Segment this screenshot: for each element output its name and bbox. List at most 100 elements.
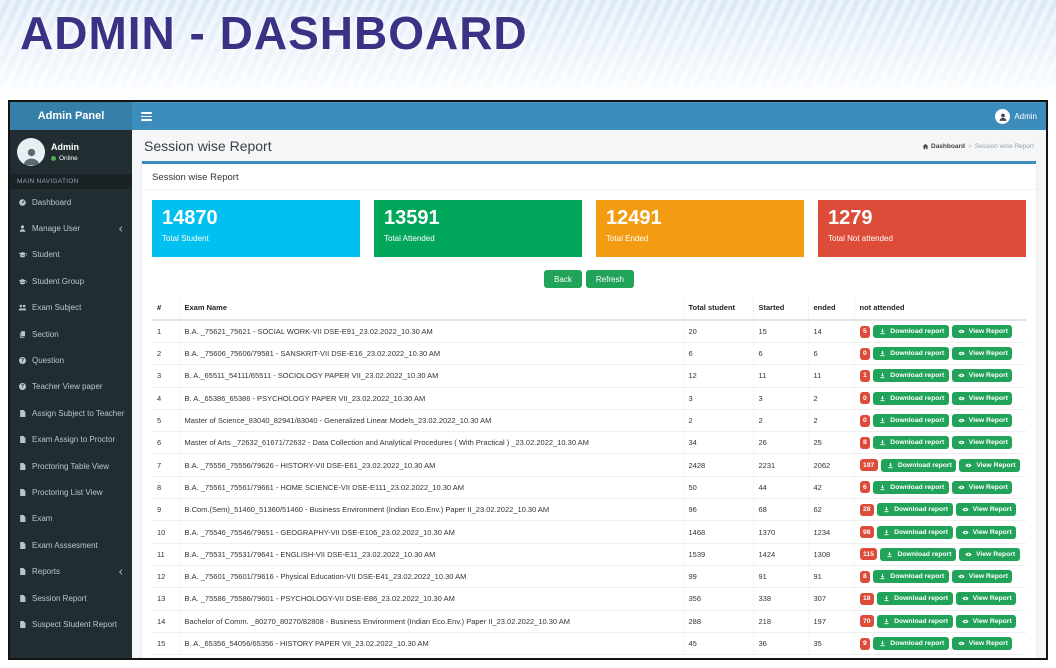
user-icon bbox=[17, 224, 27, 233]
download-report-button[interactable]: Download report bbox=[873, 369, 949, 383]
stat-card-total-attended: 13591 Total Attended bbox=[374, 200, 582, 257]
main-content: Session wise Report Dashboard > Session … bbox=[132, 130, 1046, 658]
download-icon bbox=[878, 573, 888, 580]
home-icon bbox=[922, 143, 929, 149]
view-report-button[interactable]: View Report bbox=[955, 592, 1017, 606]
eye-icon bbox=[956, 484, 966, 491]
action-buttons: Back Refresh bbox=[142, 265, 1036, 296]
table-row: 11 B.A. _75531_75531/79641 - ENGLISH-VII … bbox=[152, 543, 1026, 566]
refresh-button[interactable]: Refresh bbox=[585, 270, 634, 288]
sidebar-item-student-group[interactable]: Student Group bbox=[10, 268, 132, 294]
download-report-button[interactable]: Download report bbox=[873, 325, 949, 338]
cell-total-student: 96 bbox=[683, 498, 754, 522]
view-report-button[interactable]: View Report bbox=[958, 547, 1020, 561]
table-row: 13 B.A. _75586_75586/79601 - PSYCHOLOGY-V… bbox=[152, 587, 1026, 611]
view-report-button[interactable]: View Report bbox=[951, 391, 1013, 405]
view-report-button[interactable]: View Report bbox=[951, 480, 1013, 494]
stat-cards: 14870 Total Student 13591 Total Attended… bbox=[142, 190, 1036, 265]
download-report-button[interactable]: Download report bbox=[873, 637, 949, 650]
stat-label: Total Student bbox=[162, 234, 209, 243]
cell-total-student: 20 bbox=[683, 320, 754, 343]
download-report-button[interactable]: Download report bbox=[877, 592, 953, 606]
cell-num: 9 bbox=[152, 498, 180, 522]
cell-not-attended: 197 Download report View Report bbox=[854, 453, 1026, 477]
cell-started: 1424 bbox=[753, 543, 809, 566]
cell-started: 2231 bbox=[753, 453, 809, 477]
cell-exam-name: B.A. _75531_75531/79641 - ENGLISH-VII DS… bbox=[179, 543, 684, 566]
view-report-button[interactable]: View Report bbox=[955, 614, 1017, 628]
eye-icon bbox=[956, 439, 966, 446]
sidebar: Admin Online MAIN NAVIGATION Dashboard Ma… bbox=[10, 130, 132, 658]
back-button[interactable]: Back bbox=[544, 270, 582, 288]
sidebar-item-student[interactable]: Student bbox=[10, 242, 132, 268]
view-report-button[interactable]: View Report bbox=[959, 458, 1020, 472]
view-report-button[interactable]: View Report bbox=[951, 347, 1013, 361]
stat-label: Total Attended bbox=[384, 234, 435, 243]
sidebar-item-assign-subject-to-teacher[interactable]: Assign Subject to Teacher bbox=[10, 400, 132, 426]
view-report-button[interactable]: View Report bbox=[951, 325, 1013, 338]
view-report-button[interactable]: View Report bbox=[951, 570, 1013, 584]
view-report-button[interactable]: View Report bbox=[955, 525, 1017, 539]
sidebar-item-suspect-student-report[interactable]: Suspect Student Report bbox=[10, 611, 132, 637]
svg-text:?: ? bbox=[20, 385, 23, 391]
sidebar-item-label: Exam Assign to Proctor bbox=[32, 435, 116, 445]
sidebar-item-exam-assign-to-proctor[interactable]: Exam Assign to Proctor bbox=[10, 427, 132, 453]
download-report-button[interactable]: Download report bbox=[873, 436, 949, 450]
cell-num: 11 bbox=[152, 543, 180, 566]
download-report-button[interactable]: Download report bbox=[877, 503, 953, 517]
view-report-button[interactable]: View Report bbox=[951, 436, 1013, 450]
sidebar-item-label: Suspect Student Report bbox=[32, 619, 117, 629]
dashboard-icon bbox=[17, 198, 27, 207]
stat-label: Total Ended bbox=[606, 234, 649, 243]
menu-toggle-button[interactable] bbox=[141, 111, 152, 123]
sidebar-item-session-report[interactable]: Session Report bbox=[10, 585, 132, 611]
view-report-button[interactable]: View Report bbox=[951, 414, 1013, 428]
sidebar-item-exam-asssesment[interactable]: Exam Asssesment bbox=[10, 532, 132, 558]
sidebar-item-proctoring-list-view[interactable]: Proctoring List View bbox=[10, 479, 132, 505]
sidebar-item-teacher-view-paper[interactable]: ? Teacher View paper bbox=[10, 374, 132, 400]
download-report-button[interactable]: Download report bbox=[880, 458, 957, 472]
not-attended-badge: 28 bbox=[859, 503, 875, 516]
download-report-button[interactable]: Download report bbox=[873, 347, 949, 361]
sidebar-item-question[interactable]: ? Question bbox=[10, 347, 132, 373]
download-report-button[interactable]: Download report bbox=[880, 547, 956, 561]
cell-not-attended: 115 Download report View Report bbox=[854, 543, 1026, 566]
sidebar-item-label: Proctoring List View bbox=[32, 487, 103, 497]
chevron-left-icon bbox=[117, 225, 125, 233]
view-report-button[interactable]: View Report bbox=[951, 369, 1013, 383]
cell-num: 10 bbox=[152, 520, 180, 544]
cell-not-attended: 6 Download report View Report bbox=[854, 476, 1026, 500]
cell-started: 1370 bbox=[753, 520, 809, 544]
not-attended-badge: 1 bbox=[859, 369, 871, 382]
breadcrumb-dashboard-link[interactable]: Dashboard bbox=[922, 143, 965, 150]
download-report-button[interactable]: Download report bbox=[873, 414, 949, 428]
view-report-button[interactable]: View Report bbox=[955, 503, 1017, 517]
app-logo[interactable]: Admin Panel bbox=[10, 102, 132, 130]
cell-exam-name: B. A._65386_65386 - PSYCHOLOGY PAPER VII… bbox=[179, 387, 684, 410]
cell-not-attended: 1 Download report View Report bbox=[854, 364, 1026, 388]
sidebar-item-section[interactable]: Section bbox=[10, 321, 132, 347]
sidebar-item-manage-user[interactable]: Manage User bbox=[10, 215, 132, 241]
sidebar-item-dashboard[interactable]: Dashboard bbox=[10, 189, 132, 215]
download-report-button[interactable]: Download report bbox=[873, 391, 949, 405]
sidebar-item-exam-subject[interactable]: Exam Subject bbox=[10, 295, 132, 321]
table-header-row: # Exam Name Total student Started ended not a… bbox=[152, 296, 1026, 321]
download-report-button[interactable]: Download report bbox=[873, 480, 949, 494]
cell-exam-name: B. A._65356_54056/65356 - HISTORY PAPER … bbox=[179, 632, 684, 656]
download-report-button[interactable]: Download report bbox=[873, 570, 949, 584]
stat-value: 12491 bbox=[606, 207, 662, 229]
sidebar-item-proctoring-table-view[interactable]: Proctoring Table View bbox=[10, 453, 132, 479]
users-icon bbox=[17, 303, 27, 312]
file-icon bbox=[17, 409, 27, 418]
cell-started: 218 bbox=[753, 610, 809, 633]
navbar-user-menu[interactable]: Admin bbox=[995, 109, 1037, 124]
table-row: 14 Bachelor of Comm. _80270_80270/82808 -… bbox=[152, 610, 1026, 633]
download-report-button[interactable]: Download report bbox=[877, 614, 953, 628]
cell-total-student: 356 bbox=[683, 587, 754, 611]
download-report-button[interactable]: Download report bbox=[877, 525, 953, 539]
cell-exam-name: B.A. _75561_75561/79661 - HOME SCIENCE-V… bbox=[179, 476, 684, 500]
view-report-button[interactable]: View Report bbox=[951, 637, 1013, 650]
sidebar-item-exam[interactable]: Exam bbox=[10, 506, 132, 532]
sidebar-item-reports[interactable]: Reports bbox=[10, 558, 132, 584]
cell-total-student: 6 bbox=[683, 342, 754, 366]
